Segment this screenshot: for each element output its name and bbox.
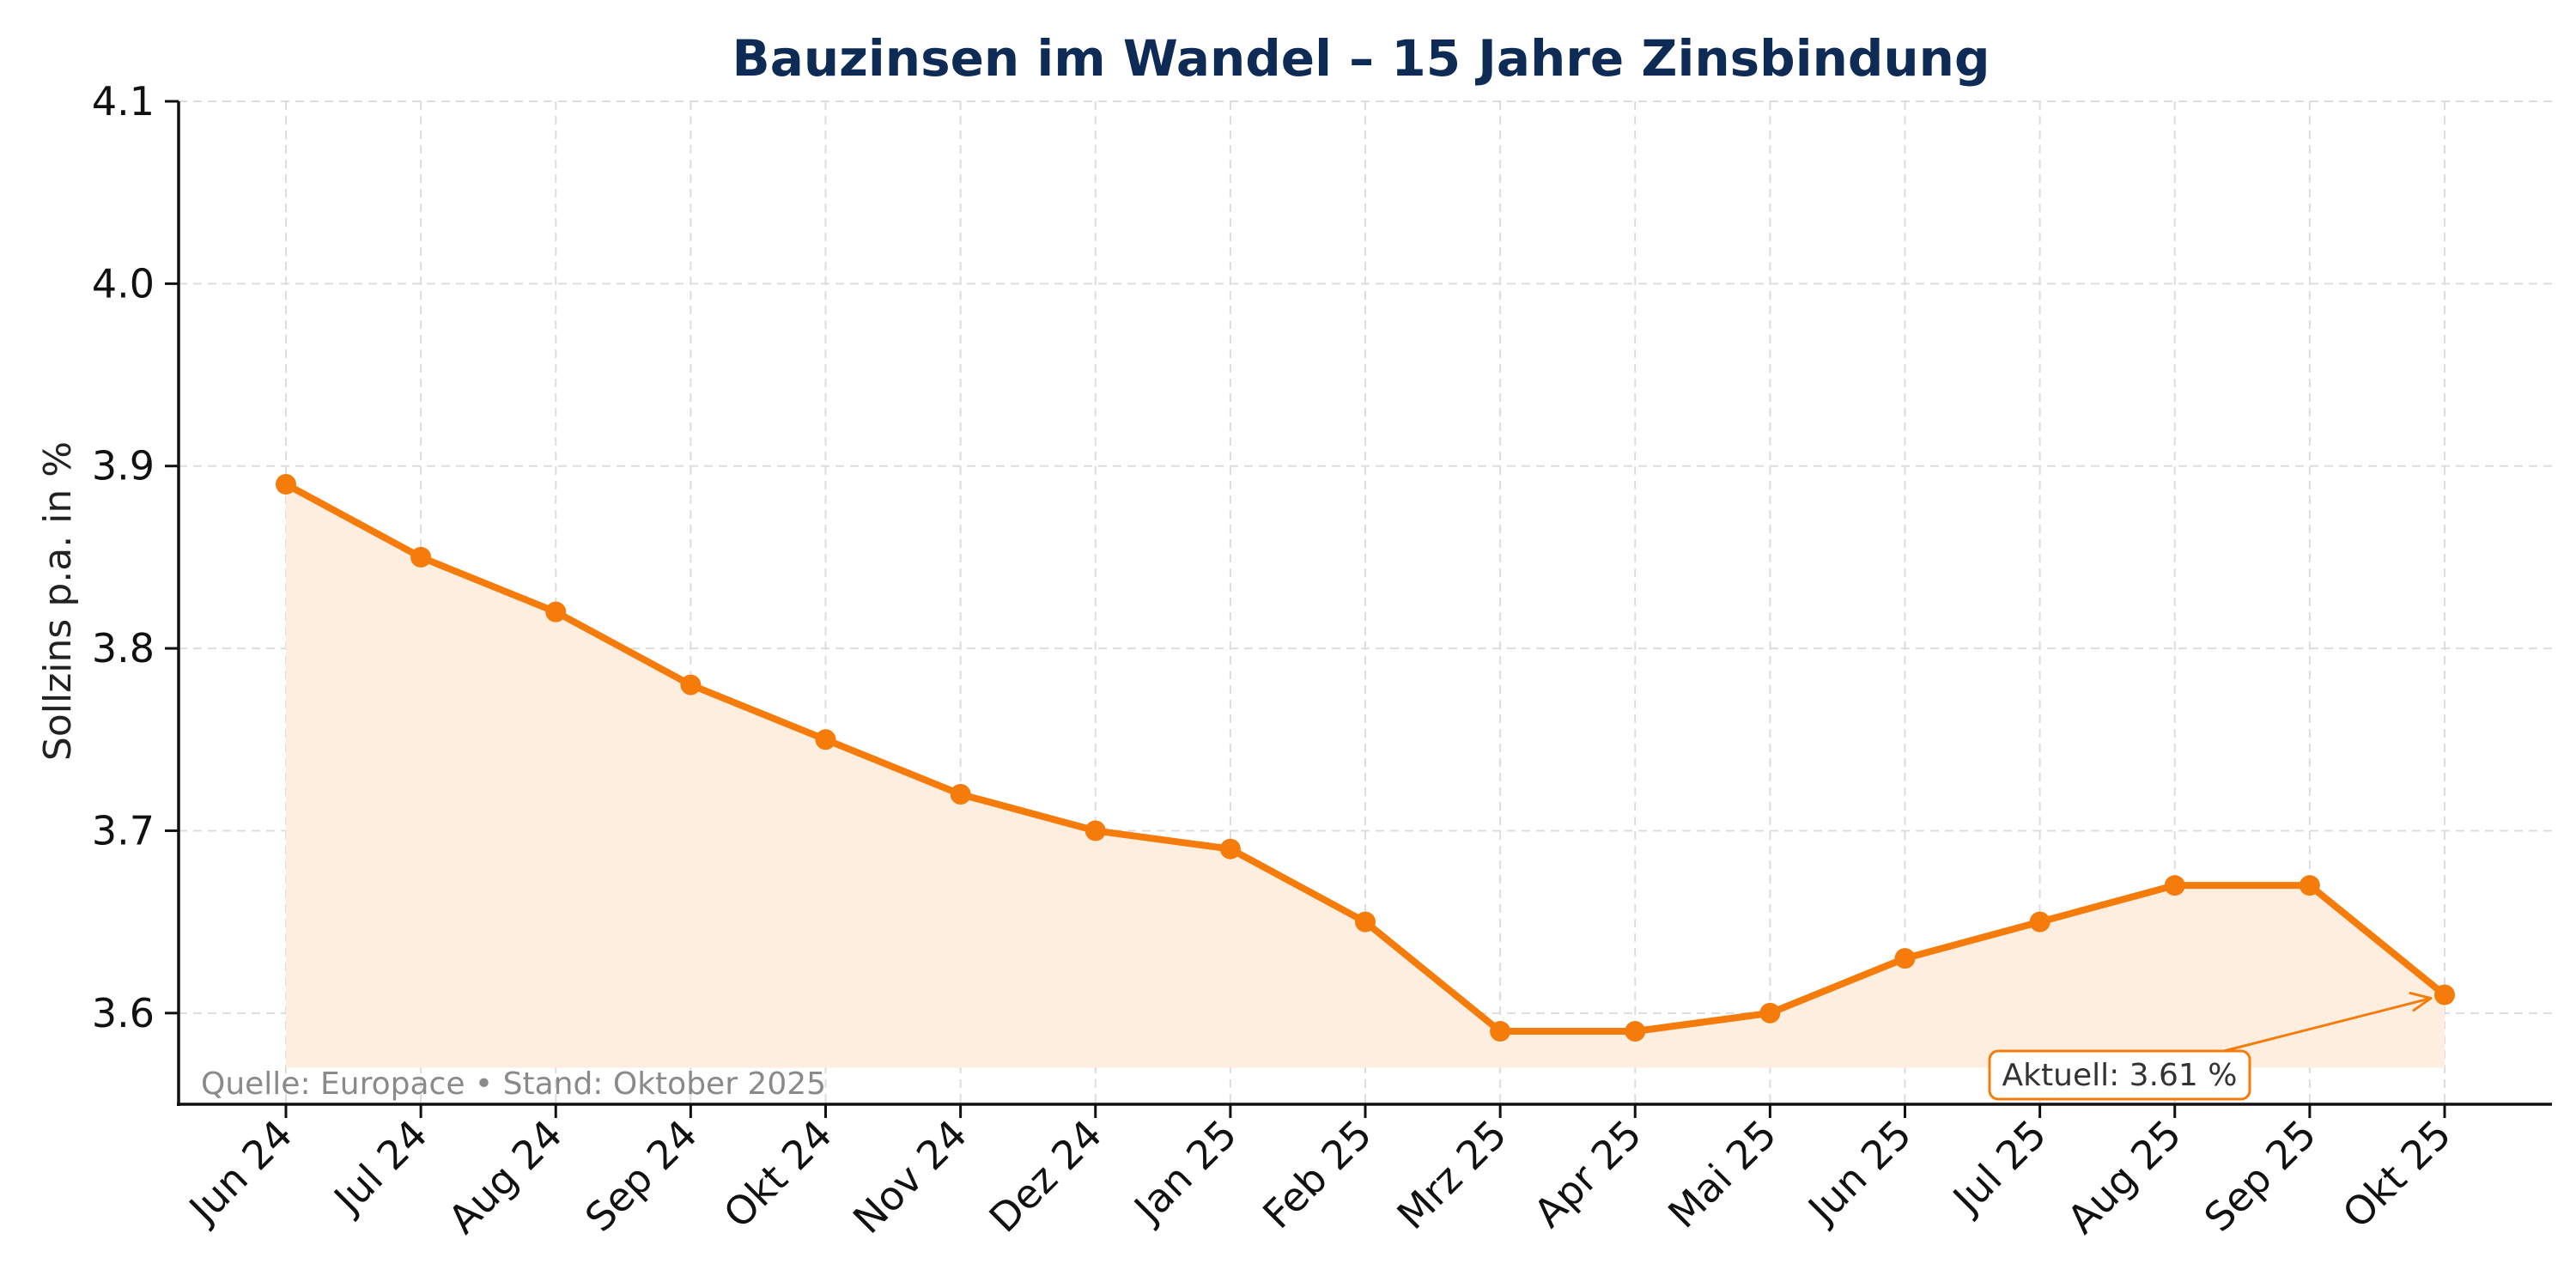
x-tick-label: Sep 24 <box>576 1111 706 1241</box>
y-axis-label: Sollzins p.a. in % <box>36 441 80 761</box>
x-tick-label: Nov 24 <box>844 1111 975 1242</box>
data-point-15 <box>2299 875 2320 896</box>
x-tick-label: Okt 25 <box>2334 1111 2460 1237</box>
y-tick-label: 3.6 <box>92 990 155 1036</box>
x-tick-label: Okt 24 <box>714 1111 841 1237</box>
data-point-2 <box>545 601 567 623</box>
x-tick-label: Aug 24 <box>440 1111 571 1242</box>
callout-label: Aktuell: 3.61 % <box>2002 1058 2238 1093</box>
current-value-callout: Aktuell: 3.61 % <box>1988 992 2433 1101</box>
data-point-4 <box>815 729 836 750</box>
x-tick-label: Jul 25 <box>1942 1111 2055 1224</box>
data-point-5 <box>950 783 971 805</box>
x-tick-label: Jun 24 <box>179 1111 301 1234</box>
series-area-fill <box>286 483 2445 1068</box>
callout-box <box>1988 1049 2251 1101</box>
point-layer <box>276 473 2455 1042</box>
data-point-8 <box>1355 911 1376 933</box>
x-tick-label: Sep 25 <box>2195 1111 2324 1241</box>
y-tick-label: 3.7 <box>92 807 155 854</box>
data-point-16 <box>2434 984 2455 1005</box>
callout-arrow-head <box>2409 992 2433 1012</box>
y-tick-labels: 3.6 3.7 3.8 3.9 4.0 4.1 <box>92 78 155 1036</box>
x-tick-label: Mai 25 <box>1659 1111 1785 1237</box>
x-tick-label: Mrz 25 <box>1388 1111 1515 1238</box>
data-point-13 <box>2029 911 2050 933</box>
chart-title: Bauzinsen im Wandel – 15 Jahre Zinsbindu… <box>732 29 1990 88</box>
x-tick-label: Jan 25 <box>1123 1111 1245 1233</box>
data-point-14 <box>2164 875 2185 896</box>
data-point-12 <box>1894 948 1916 969</box>
x-tick-label: Jul 24 <box>324 1111 436 1224</box>
x-tick-label: Aug 25 <box>2058 1111 2190 1242</box>
y-tick-label: 4.1 <box>92 78 155 125</box>
data-point-1 <box>410 546 432 568</box>
x-tick-label: Dez 24 <box>980 1111 1110 1242</box>
y-tick-label: 3.9 <box>92 443 155 489</box>
data-point-7 <box>1219 838 1241 860</box>
data-point-10 <box>1625 1021 1646 1042</box>
callout-arrow-line <box>2223 997 2432 1053</box>
x-tick-label: Apr 25 <box>1525 1111 1650 1236</box>
source-note: Quelle: Europace • Stand: Oktober 2025 <box>201 1066 826 1102</box>
data-point-6 <box>1084 820 1106 841</box>
data-point-0 <box>276 473 296 495</box>
x-tick-label: Jun 25 <box>1797 1111 1920 1234</box>
data-point-3 <box>680 674 702 696</box>
data-point-9 <box>1490 1021 1511 1042</box>
fill-layer <box>286 483 2445 1068</box>
x-tick-labels: Jun 24 Jul 24 Aug 24 Sep 24 Okt 24 Nov 24 Dez … <box>179 1111 2460 1242</box>
y-tick-label: 4.0 <box>92 260 155 307</box>
data-point-11 <box>1759 1002 1781 1024</box>
x-tick-label: Feb 25 <box>1254 1111 1381 1238</box>
y-tick-label: 3.8 <box>92 625 155 671</box>
axis-layer <box>165 100 2552 1118</box>
